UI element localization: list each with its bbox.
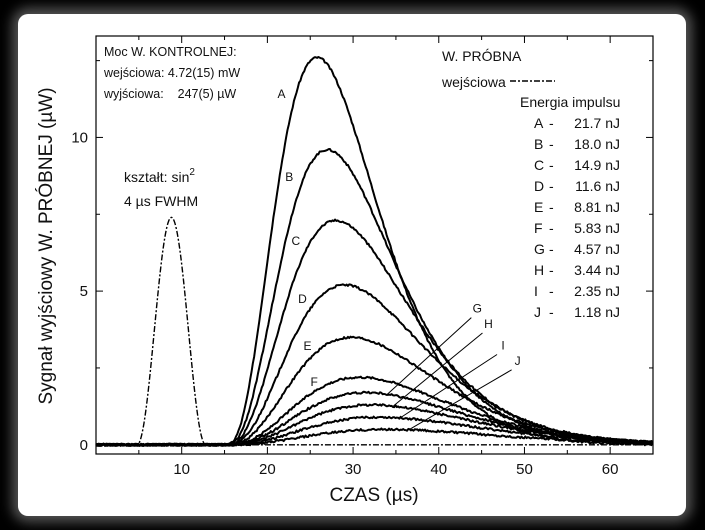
series-curve-d: [95, 283, 654, 447]
legend-entry-name: A: [534, 115, 544, 131]
x-tick-label: 60: [602, 461, 619, 478]
legend-entry-energy: 5.83 nJ: [574, 220, 620, 236]
legend-entry-name: G: [534, 241, 545, 257]
x-axis-title: CZAS (µs): [329, 485, 418, 506]
legend-entry-dash: -: [549, 199, 554, 215]
curve-label-h: H: [484, 317, 493, 331]
series-curve-j: [95, 427, 654, 447]
curve-label-i: I: [501, 339, 504, 353]
x-tick-label: 20: [259, 461, 276, 478]
x-tick-label: 10: [173, 461, 190, 478]
pulse-shape-text: kształt: sin: [124, 169, 189, 185]
plot-area: [95, 35, 654, 455]
curve-label-a: A: [277, 87, 285, 101]
legend-entry-energy: 11.6 nJ: [575, 178, 620, 194]
legend-entry-dash: -: [549, 136, 554, 152]
legend-entry-energy: 4.57 nJ: [574, 241, 620, 257]
legend-entry-name: I: [534, 283, 538, 299]
curve-label-c: C: [292, 234, 301, 248]
pulse-shape-label: kształt: sin2: [124, 167, 195, 185]
x-tick-label: 50: [516, 461, 533, 478]
legend-entry-energy: 8.81 nJ: [574, 199, 620, 215]
curve-label-d: D: [298, 292, 307, 306]
x-tick-label: 30: [345, 461, 362, 478]
legend-entry-name: D: [534, 178, 544, 194]
pointer-line-g: [387, 317, 472, 395]
legend-entry-name: J: [534, 304, 541, 320]
series-curve-c: [95, 218, 654, 447]
legend-entry-name: C: [534, 157, 544, 173]
legend-entry-energy: 18.0 nJ: [574, 136, 620, 152]
curve-label-e: E: [304, 339, 312, 353]
legend-entry-name: H: [534, 262, 544, 278]
y-tick-label: 10: [71, 129, 88, 146]
pointer-line-i: [399, 354, 498, 419]
legend-energy-title: Energia impulsu: [520, 94, 620, 110]
legend-entry-dash: -: [549, 115, 554, 131]
legend-entry-name: B: [534, 136, 543, 152]
legend-entry-dash: -: [549, 157, 554, 173]
legend-entry-energy: 21.7 nJ: [574, 115, 620, 131]
legend-entry-dash: -: [549, 241, 554, 257]
y-tick-label: 5: [80, 283, 88, 300]
curve-label-g: G: [473, 302, 482, 316]
pointer-line-h: [393, 332, 483, 407]
pointer-line-j: [408, 369, 512, 431]
legend-entry-energy: 14.9 nJ: [574, 157, 620, 173]
legend-input-label: wejściowa: [441, 74, 506, 90]
x-tick-label: 40: [430, 461, 447, 478]
curves: [95, 55, 654, 447]
control-note-input: wejściowa: 4.72(15) mW: [103, 66, 240, 80]
axis-ticks: 10 20 30 40 50 60 0 5 10: [71, 36, 654, 478]
legend-entry-dash: -: [549, 283, 554, 299]
input-pulse-curve: [96, 216, 653, 446]
legend-entry-name: E: [534, 199, 543, 215]
y-axis-title: Sygnał wyjściowy W. PRÓBNEJ (µW): [35, 87, 57, 404]
legend-entry-energy: 3.44 nJ: [574, 262, 620, 278]
legend-entry-energy: 1.18 nJ: [574, 304, 620, 320]
legend-entry-dash: -: [549, 220, 554, 236]
legend-entry-dash: -: [549, 178, 554, 194]
legend-title: W. PRÓBNA: [442, 48, 522, 64]
curve-label-b: B: [285, 170, 293, 184]
legend-entry-dash: -: [549, 304, 554, 320]
y-tick-label: 0: [80, 437, 88, 454]
legend-entry-energy: 2.35 nJ: [574, 283, 620, 299]
curve-label-f: F: [311, 375, 318, 389]
pulse-shape-superscript: 2: [189, 167, 195, 178]
legend-entry-name: F: [534, 220, 543, 236]
label-pointers: [387, 317, 512, 431]
legend-entries: A -21.7 nJB -18.0 nJC -14.9 nJD -11.6 nJE -8.…: [534, 115, 620, 320]
curve-label-j: J: [515, 354, 521, 368]
control-note-output: wyjściowa: 247(5) µW: [103, 87, 236, 101]
pulse-fwhm-label: 4 µs FWHM: [124, 193, 198, 209]
legend-entry-dash: -: [549, 262, 554, 278]
control-note-heading: Moc W. KONTROLNEJ:: [104, 45, 237, 59]
